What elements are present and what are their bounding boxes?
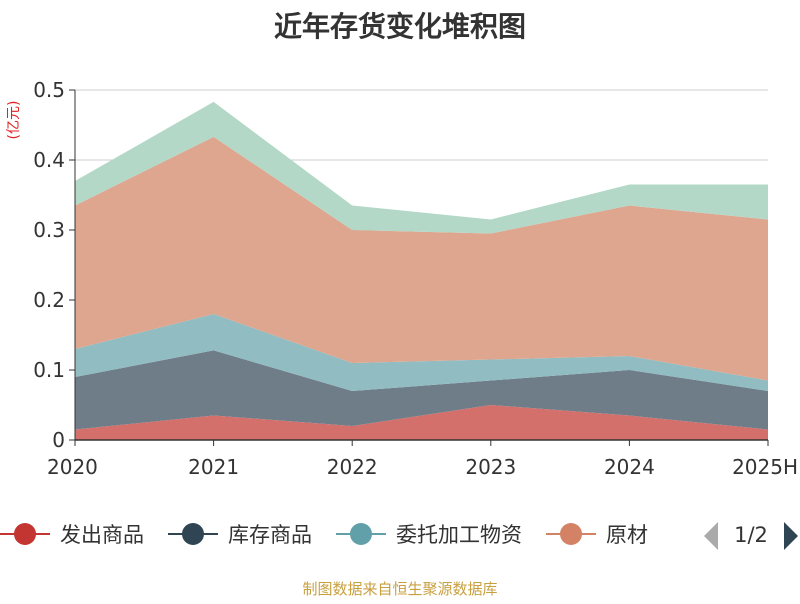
y-tick-label: 0	[52, 428, 65, 452]
y-tick-label: 0.1	[33, 358, 65, 382]
x-tick-label: 2024	[604, 455, 655, 479]
area-series-4	[75, 136, 768, 381]
y-tick-label: 0.2	[33, 288, 65, 312]
legend-item: 库存商品	[168, 523, 312, 547]
x-tick-label: 2022	[327, 455, 378, 479]
area-series-2	[75, 350, 768, 430]
x-tick-label: 2025H	[732, 455, 798, 479]
legend-circle-marker	[182, 523, 204, 545]
legend-pager: 1/2	[704, 522, 798, 550]
legend-item: 委托加工物资	[336, 523, 522, 547]
axes: 0 0.1 0.2 0.3 0.4 0.5 2020 2021 2022 2023 2024 2025…	[33, 78, 798, 479]
area-series-3	[75, 314, 768, 391]
legend-next-icon	[784, 522, 798, 550]
legend-label: 发出商品	[60, 523, 144, 547]
legend-circle-marker	[560, 523, 582, 545]
legend-label: 委托加工物资	[396, 523, 522, 547]
x-tick-label: 2020	[47, 455, 98, 479]
legend-circle-marker	[350, 523, 372, 545]
y-tick-label: 0.5	[33, 78, 65, 102]
legend-item: 发出商品	[0, 523, 144, 547]
y-tick-label: 0.3	[33, 218, 65, 242]
legend-circle-marker	[14, 523, 36, 545]
area-series-layer	[75, 101, 768, 440]
legend-label: 库存商品	[228, 523, 312, 547]
legend-prev-icon	[704, 522, 718, 550]
x-tick-label: 2023	[465, 455, 516, 479]
area-series-1	[75, 405, 768, 440]
chart-title: 近年存货变化堆积图	[274, 10, 526, 43]
legend-item: 原材	[546, 523, 648, 547]
unit-label: (亿元)	[6, 101, 22, 140]
source-note: 制图数据来自恒生聚源数据库	[302, 580, 497, 598]
legend-label: 原材	[606, 523, 648, 547]
y-tick-label: 0.4	[33, 148, 65, 172]
x-tick-label: 2021	[188, 455, 239, 479]
legend: 发出商品 库存商品 委托加工物资 原材	[0, 523, 648, 547]
legend-page-indicator: 1/2	[734, 523, 768, 547]
area-series-5	[75, 101, 768, 234]
